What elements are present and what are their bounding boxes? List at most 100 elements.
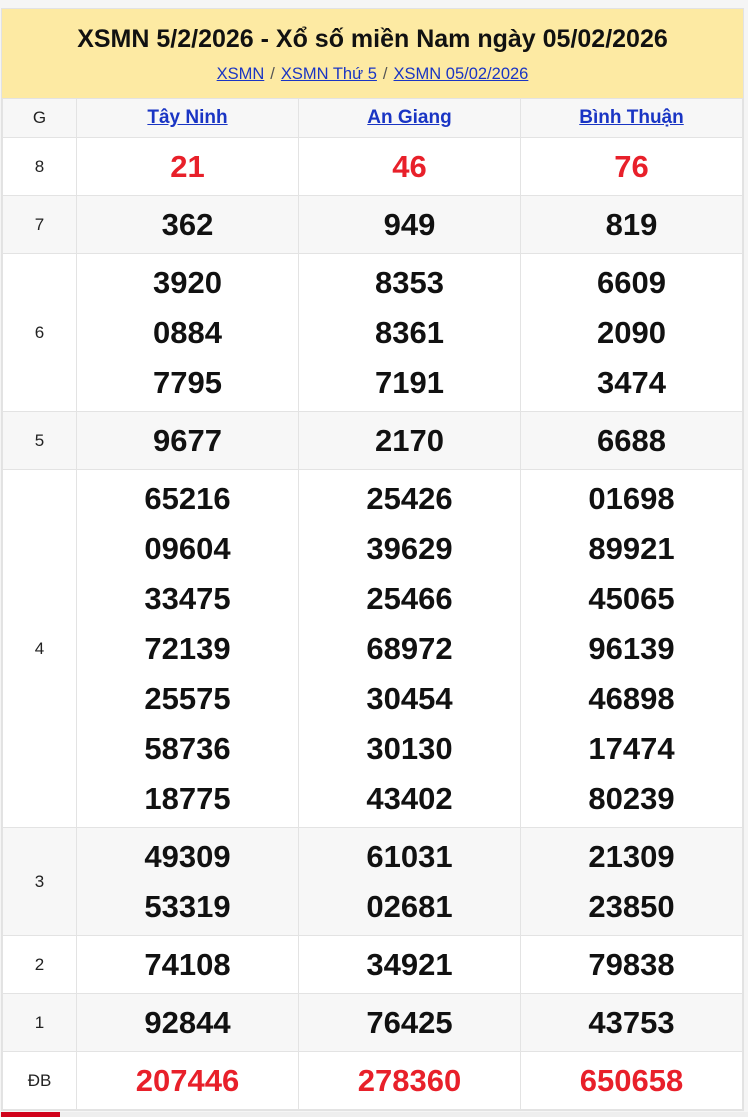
- lottery-number: 30130: [366, 730, 453, 766]
- result-cell: 9677: [76, 411, 299, 470]
- result-cell: 207446: [76, 1051, 299, 1110]
- prize-row: 7 362 949 819: [2, 195, 743, 254]
- breadcrumb: XSMN / XSMN Thứ 5 / XSMN 05/02/2026: [2, 65, 743, 84]
- prize-row: 4 65216 09604 33475 72139 25575 58736 18775 2542…: [2, 469, 743, 828]
- breadcrumb-xsmn[interactable]: XSMN: [216, 65, 265, 83]
- result-cell: 949: [298, 195, 521, 254]
- result-cell: 65216 09604 33475 72139 25575 58736 18775: [76, 469, 299, 828]
- province-link-binh-thuan[interactable]: Bình Thuận: [579, 107, 684, 128]
- result-cell: 6688: [520, 411, 743, 470]
- lottery-number: 65216: [144, 480, 231, 516]
- lottery-number: 9677: [153, 422, 222, 458]
- results-header: XSMN 5/2/2026 - Xổ số miền Nam ngày 05/0…: [2, 9, 743, 98]
- lottery-number: 362: [161, 206, 214, 242]
- lottery-number: 76: [614, 148, 649, 184]
- lottery-number: 76425: [366, 1004, 453, 1040]
- lottery-number: 25575: [144, 680, 231, 716]
- table-header-row: G Tây Ninh An Giang Bình Thuận: [2, 98, 743, 138]
- lottery-number: 53319: [144, 888, 231, 924]
- lottery-number: 819: [605, 206, 658, 242]
- lottery-number: 949: [383, 206, 436, 242]
- prize-label: 5: [2, 411, 77, 470]
- result-cell: 21309 23850: [520, 827, 743, 936]
- lottery-number: 8353: [375, 264, 444, 300]
- result-cell: 74108: [76, 935, 299, 994]
- lottery-number: 6688: [597, 422, 666, 458]
- province-link-an-giang[interactable]: An Giang: [367, 107, 452, 128]
- prize-label: ĐB: [2, 1051, 77, 1110]
- lottery-number: 43753: [588, 1004, 675, 1040]
- lottery-number: 7191: [375, 364, 444, 400]
- province-header: Bình Thuận: [520, 98, 743, 138]
- result-cell: 8353 8361 7191: [298, 253, 521, 412]
- results-box: XSMN 5/2/2026 - Xổ số miền Nam ngày 05/0…: [1, 8, 744, 1111]
- prize-label: 1: [2, 993, 77, 1052]
- result-cell: 21: [76, 137, 299, 196]
- lottery-number: 18775: [144, 780, 231, 816]
- result-cell: 278360: [298, 1051, 521, 1110]
- active-tab-indicator[interactable]: [1, 1112, 60, 1117]
- lottery-number: 0884: [153, 314, 222, 350]
- lottery-number: 2090: [597, 314, 666, 350]
- lottery-number: 61031: [366, 838, 453, 874]
- province-link-tay-ninh[interactable]: Tây Ninh: [147, 107, 228, 128]
- lottery-number: 17474: [588, 730, 675, 766]
- prize-label: 7: [2, 195, 77, 254]
- page-title: XSMN 5/2/2026 - Xổ số miền Nam ngày 05/0…: [77, 25, 668, 53]
- prize-label: 6: [2, 253, 77, 412]
- province-header: Tây Ninh: [76, 98, 299, 138]
- lottery-number: 68972: [366, 630, 453, 666]
- lottery-number: 6609: [597, 264, 666, 300]
- result-cell: 43753: [520, 993, 743, 1052]
- result-cell: 362: [76, 195, 299, 254]
- result-cell: 79838: [520, 935, 743, 994]
- lottery-number: 25426: [366, 480, 453, 516]
- result-cell: 34921: [298, 935, 521, 994]
- lottery-number: 96139: [588, 630, 675, 666]
- prize-row: 5 9677 2170 6688: [2, 411, 743, 470]
- result-cell: 92844: [76, 993, 299, 1052]
- lottery-number: 46: [392, 148, 427, 184]
- lottery-number: 278360: [357, 1062, 462, 1098]
- lottery-number: 49309: [144, 838, 231, 874]
- result-cell: 25426 39629 25466 68972 30454 30130 43402: [298, 469, 521, 828]
- prize-label: 4: [2, 469, 77, 828]
- prize-row: 1 92844 76425 43753: [2, 993, 743, 1052]
- result-cell: 6609 2090 3474: [520, 253, 743, 412]
- lottery-number: 01698: [588, 480, 675, 516]
- lottery-number: 207446: [135, 1062, 240, 1098]
- lottery-number: 33475: [144, 580, 231, 616]
- lottery-number: 92844: [144, 1004, 231, 1040]
- lottery-number: 89921: [588, 530, 675, 566]
- prize-column-header: G: [2, 98, 77, 138]
- lottery-number: 80239: [588, 780, 675, 816]
- lottery-number: 58736: [144, 730, 231, 766]
- lottery-number: 650658: [579, 1062, 684, 1098]
- result-cell: 819: [520, 195, 743, 254]
- lottery-number: 30454: [366, 680, 453, 716]
- result-cell: 49309 53319: [76, 827, 299, 936]
- prize-label: 2: [2, 935, 77, 994]
- lottery-number: 79838: [588, 946, 675, 982]
- lottery-number: 8361: [375, 314, 444, 350]
- breadcrumb-separator: /: [382, 65, 388, 83]
- bottom-tab-strip: [0, 1112, 748, 1117]
- breadcrumb-separator: /: [270, 65, 275, 83]
- lottery-number: 09604: [144, 530, 231, 566]
- prize-row: ĐB 207446 278360 650658: [2, 1051, 743, 1110]
- result-cell: 46: [298, 137, 521, 196]
- result-cell: 01698 89921 45065 96139 46898 17474 80239: [520, 469, 743, 828]
- breadcrumb-xsmn-date[interactable]: XSMN 05/02/2026: [393, 65, 529, 83]
- result-cell: 2170: [298, 411, 521, 470]
- lottery-number: 21: [170, 148, 205, 184]
- lottery-number: 46898: [588, 680, 675, 716]
- lottery-number: 39629: [366, 530, 453, 566]
- prize-label: 8: [2, 137, 77, 196]
- prize-row: 3 49309 53319 61031 02681 21309 23850: [2, 827, 743, 936]
- lottery-number: 43402: [366, 780, 453, 816]
- lottery-number: 02681: [366, 888, 453, 924]
- prize-row: 2 74108 34921 79838: [2, 935, 743, 994]
- province-header: An Giang: [298, 98, 521, 138]
- breadcrumb-xsmn-thu-5[interactable]: XSMN Thứ 5: [280, 65, 377, 83]
- lottery-number: 72139: [144, 630, 231, 666]
